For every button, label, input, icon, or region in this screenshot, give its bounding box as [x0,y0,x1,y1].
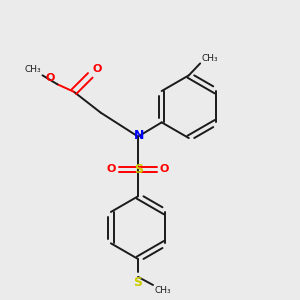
Text: CH₃: CH₃ [154,286,171,295]
Text: CH₃: CH₃ [25,65,42,74]
Text: O: O [160,164,169,174]
Text: O: O [107,164,116,174]
Text: S: S [134,276,142,289]
Text: CH₃: CH₃ [201,54,218,63]
Text: O: O [93,64,102,74]
Text: N: N [134,129,145,142]
Text: O: O [45,73,54,83]
Text: S: S [134,163,143,176]
